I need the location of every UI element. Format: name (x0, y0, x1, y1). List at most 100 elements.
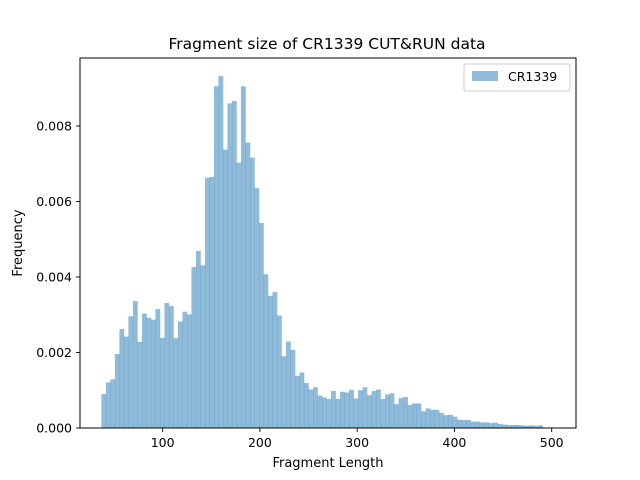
histogram-bar (313, 387, 318, 428)
histogram-bar (227, 103, 233, 428)
histogram-bar (335, 398, 341, 428)
histogram-bar (177, 321, 183, 428)
histogram-bar (380, 398, 386, 428)
histogram-bar (511, 424, 516, 428)
histogram-bar (231, 101, 237, 428)
histogram-bar (213, 86, 219, 428)
histogram-bar (141, 313, 147, 428)
histogram-bar (493, 422, 498, 428)
histogram-bar (371, 391, 377, 428)
histogram-bar (146, 317, 152, 428)
histogram-bar (200, 265, 206, 428)
histogram-bar (331, 391, 336, 428)
histogram-bar (191, 267, 197, 428)
histogram-bar (272, 292, 278, 428)
histogram-bar (403, 397, 408, 428)
histogram-bars (101, 76, 543, 429)
histogram-bar (497, 423, 503, 428)
histogram-bar (533, 425, 539, 428)
x-tick-label: 500 (540, 435, 564, 450)
histogram-bar (263, 274, 269, 428)
histogram-bar (295, 375, 300, 428)
histogram-bar (448, 414, 453, 428)
histogram-bar (425, 408, 431, 428)
histogram-bar (182, 311, 188, 428)
histogram-bar (412, 403, 417, 428)
histogram-bar (173, 338, 179, 428)
histogram-bar (389, 393, 395, 428)
histogram-bar (204, 177, 210, 428)
histogram-bar (421, 411, 426, 428)
histogram-bar (299, 372, 305, 428)
histogram-bar (520, 425, 525, 428)
histogram-bar (155, 309, 161, 428)
histogram-bar (119, 329, 125, 428)
y-tick-label: 0.000 (36, 421, 72, 436)
histogram-bar (281, 356, 287, 428)
histogram-bar (461, 420, 467, 428)
histogram-bar (470, 421, 476, 428)
histogram-bar (110, 379, 116, 428)
histogram-bar (398, 398, 404, 428)
histogram-bar (349, 389, 354, 428)
histogram-bar (245, 142, 251, 428)
plot-frame (79, 57, 577, 429)
histogram-bar (434, 409, 440, 428)
histogram-bar (353, 398, 359, 428)
histogram-bar (488, 423, 494, 428)
histogram-bar (394, 404, 399, 428)
x-axis-label: Fragment Length (272, 456, 383, 471)
legend: CR1339 (463, 63, 571, 92)
histogram-bar (304, 383, 309, 428)
y-axis-ticks: 0.000 0.002 0.004 0.006 0.008 (36, 118, 80, 436)
legend-label: CR1339 (508, 69, 557, 84)
histogram-bar (159, 337, 165, 428)
histogram-bar (538, 425, 543, 428)
y-tick-label: 0.002 (36, 345, 72, 360)
histogram-bar (362, 387, 368, 428)
x-tick-label: 400 (443, 435, 467, 450)
histogram-bar (452, 416, 458, 428)
histogram-bar (317, 395, 323, 428)
histogram-bar (195, 250, 201, 428)
histogram-bar (506, 424, 512, 428)
histogram-bar (308, 389, 314, 428)
histogram-bar (222, 149, 228, 429)
histogram-bar (475, 421, 480, 428)
histogram-bar (123, 336, 129, 428)
histogram-bar (367, 395, 372, 428)
histogram-bar (358, 390, 363, 428)
histogram-bar (236, 162, 242, 428)
histogram-bar (114, 354, 120, 428)
y-axis-label: Frequency (11, 209, 26, 276)
x-axis-ticks: 100 200 300 400 500 (151, 428, 564, 450)
histogram-bar (132, 301, 138, 428)
histogram-bar (259, 222, 264, 428)
histogram-bar (322, 397, 327, 428)
histogram-bar (218, 76, 224, 429)
histogram-bar (466, 420, 471, 428)
histogram-bar (105, 382, 111, 428)
histogram-bar (268, 295, 273, 428)
histogram-bar (164, 303, 170, 428)
legend-box (463, 63, 571, 92)
histogram-bar (484, 422, 489, 428)
histogram-bar (524, 425, 530, 428)
histogram-bar (529, 425, 534, 428)
histogram-bar (430, 409, 435, 428)
x-tick-label: 300 (345, 435, 369, 450)
x-tick-label: 100 (151, 435, 175, 450)
legend-swatch (472, 71, 498, 81)
histogram-bar (457, 419, 462, 428)
histogram-bar (385, 394, 390, 428)
histogram-bar (209, 176, 215, 428)
histogram-bar (249, 157, 255, 429)
histogram-bar (439, 412, 444, 428)
x-tick-label: 200 (248, 435, 272, 450)
histogram-bar (150, 319, 156, 428)
histogram-bar (168, 306, 174, 428)
histogram-bar (340, 391, 345, 428)
y-tick-label: 0.006 (36, 194, 72, 209)
histogram-bar (326, 398, 332, 428)
histogram-bar (407, 404, 413, 428)
